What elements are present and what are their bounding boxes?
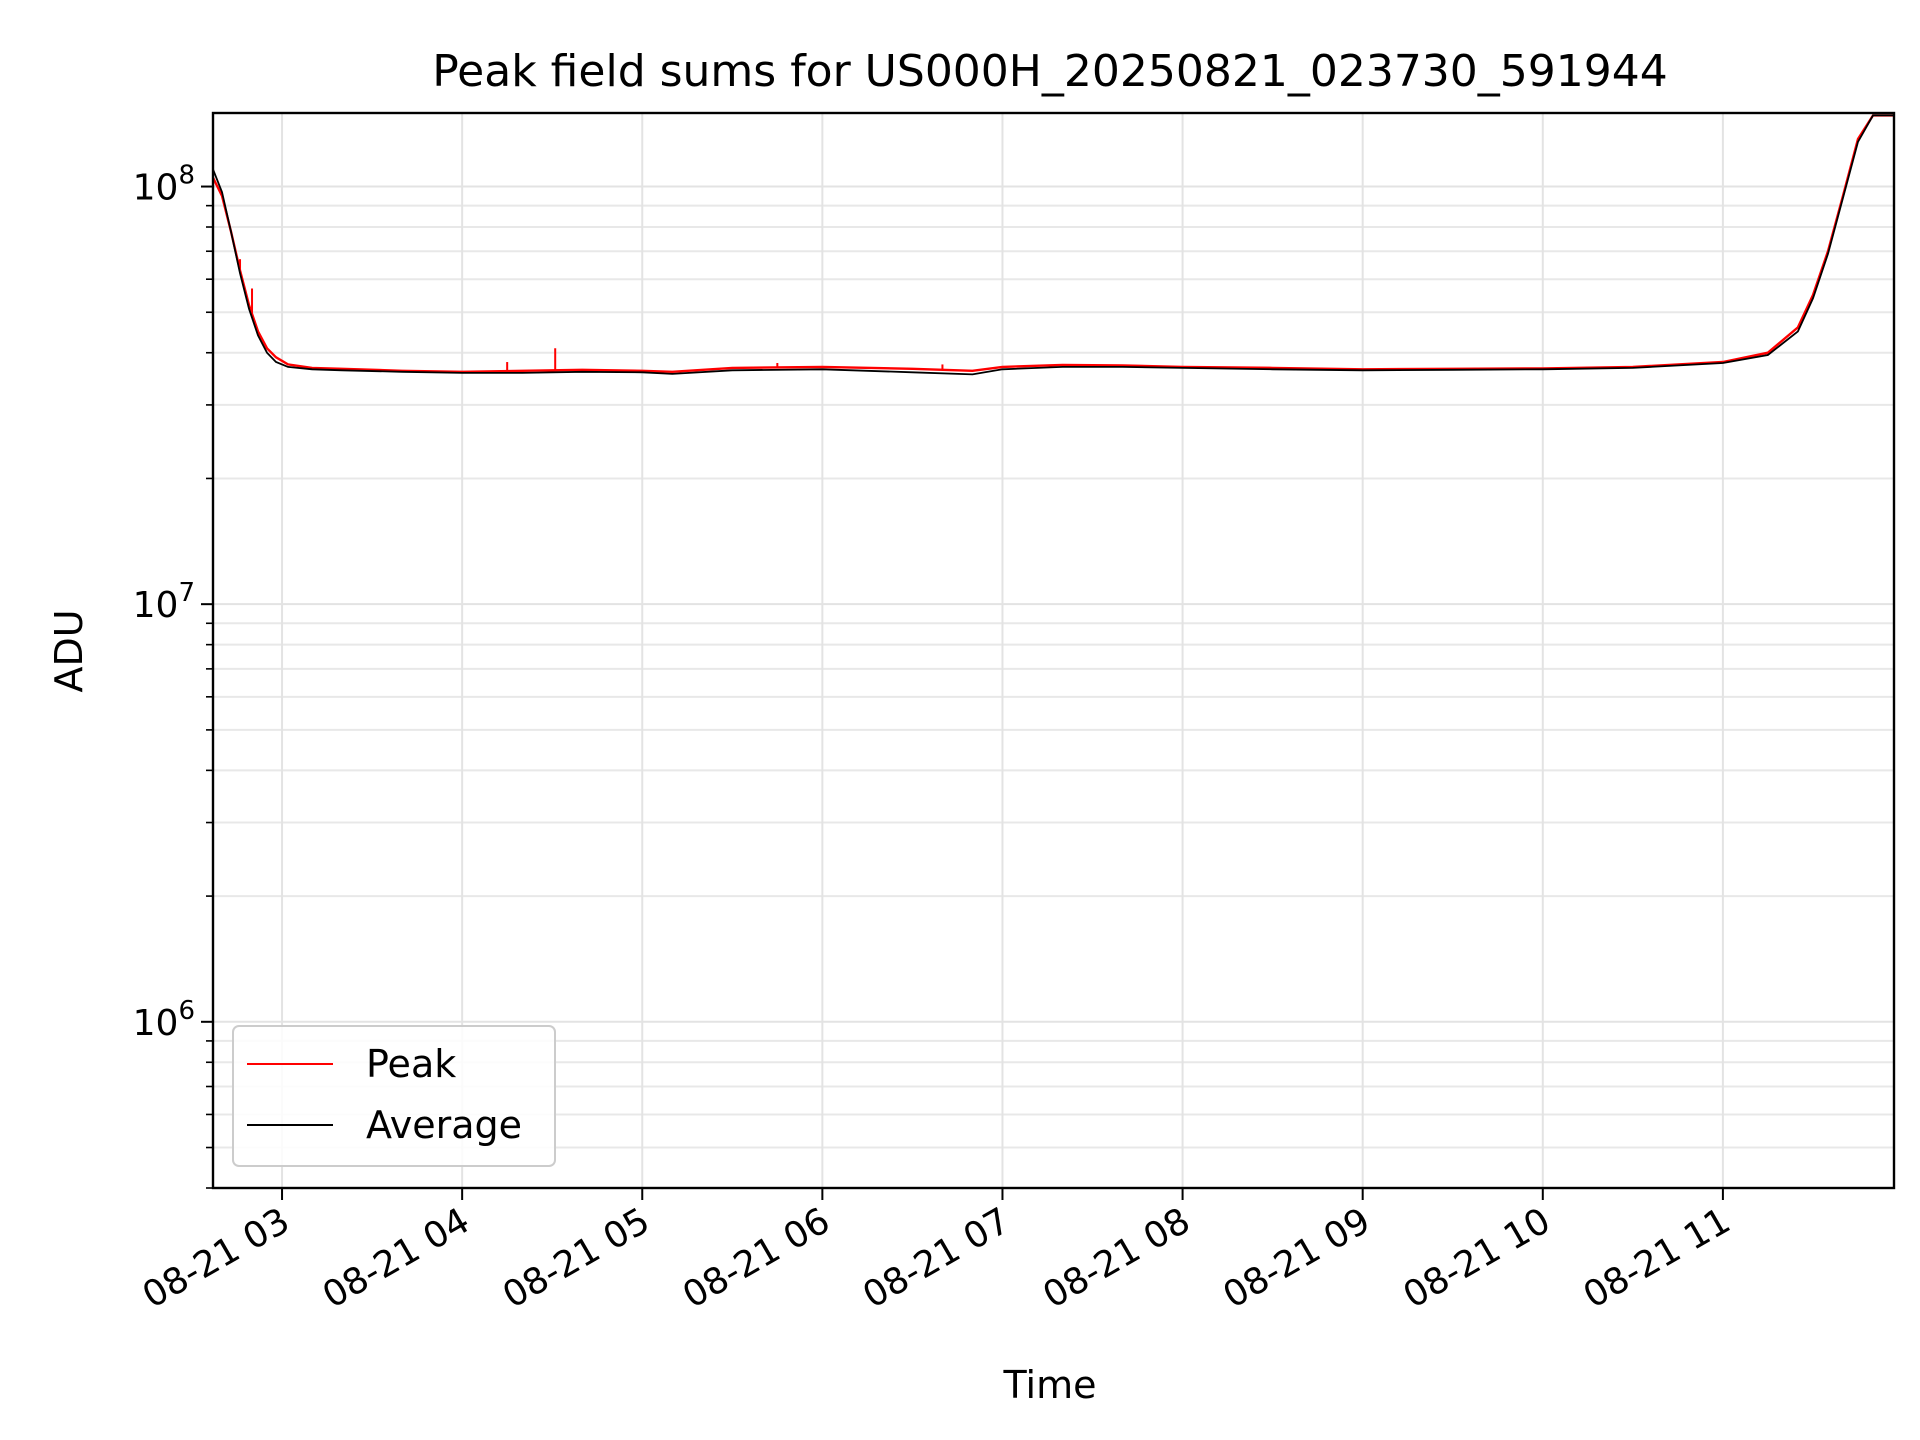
legend: Peak Average [232, 1025, 556, 1167]
legend-label-average: Average [366, 1103, 522, 1147]
plot-frame [211, 111, 1896, 1190]
chart-title: Peak field sums for US000H_20250821_0237… [432, 46, 1668, 97]
y-tick-label: 106 [133, 996, 195, 1044]
legend-label-peak: Peak [366, 1042, 456, 1086]
y-axis-label: ADU [47, 609, 91, 692]
y-tick-label: 107 [133, 578, 195, 626]
x-axis-label: Time [1003, 1363, 1097, 1407]
series-line-peak [213, 114, 1894, 374]
series-group [213, 114, 1894, 376]
y-tick-label: 108 [133, 161, 195, 209]
series-line-average [213, 114, 1894, 376]
legend-box [232, 1025, 556, 1167]
